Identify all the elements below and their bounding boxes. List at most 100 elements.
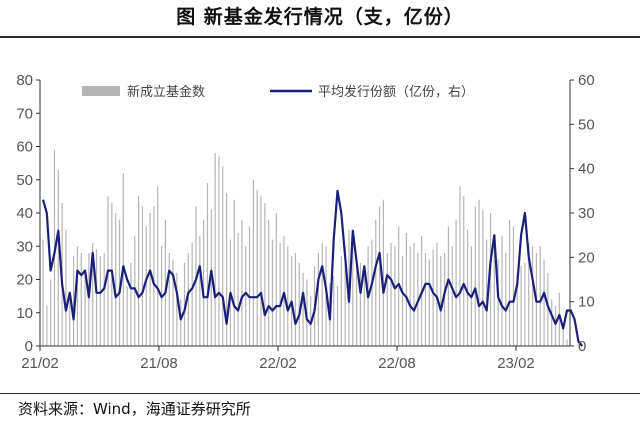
- x-tick-label: 21/02: [21, 355, 59, 372]
- bar: [176, 272, 178, 346]
- bar: [203, 219, 205, 346]
- bar: [72, 256, 75, 346]
- bar: [241, 219, 243, 346]
- bar: [447, 226, 450, 346]
- bar: [558, 292, 560, 346]
- bar: [126, 286, 128, 346]
- bar: [118, 219, 121, 346]
- bar: [451, 246, 453, 346]
- bar: [248, 226, 251, 346]
- left-y-tick-label: 20: [16, 272, 33, 289]
- bar: [149, 213, 151, 346]
- bar: [482, 209, 484, 346]
- bar: [256, 189, 258, 346]
- bar: [275, 213, 277, 346]
- bar: [359, 262, 362, 346]
- right-y-tick-label: 0: [578, 338, 586, 355]
- bar: [336, 286, 339, 346]
- left-y-tick-label: 60: [16, 139, 33, 156]
- bar: [478, 199, 480, 346]
- bar: [455, 219, 457, 346]
- bar: [463, 196, 465, 346]
- bar: [413, 242, 415, 346]
- bar: [509, 219, 511, 346]
- bar: [466, 229, 469, 346]
- bar: [363, 272, 365, 346]
- right-y-tick-label: 40: [578, 161, 595, 178]
- bar: [145, 226, 147, 346]
- bar: [493, 246, 495, 346]
- bar: [317, 252, 319, 346]
- bar: [356, 259, 358, 346]
- bar: [436, 242, 438, 346]
- left-y-tick-label: 80: [16, 72, 33, 89]
- x-tick-label: 22/08: [378, 355, 416, 372]
- right-y-tick-label: 10: [578, 294, 595, 311]
- bar: [489, 213, 492, 346]
- bar: [252, 179, 254, 346]
- bar: [65, 229, 67, 346]
- bar: [88, 252, 90, 346]
- bar: [92, 242, 94, 346]
- bar: [566, 339, 568, 346]
- bar: [138, 196, 140, 346]
- bar: [180, 299, 182, 346]
- bar: [57, 169, 59, 346]
- bar: [214, 153, 216, 346]
- bar: [225, 193, 228, 346]
- bar: [233, 199, 235, 346]
- bar: [371, 239, 373, 346]
- bar: [287, 246, 289, 346]
- bar: [130, 262, 132, 346]
- bar: [528, 242, 530, 346]
- bar: [401, 256, 404, 346]
- bar: [501, 236, 503, 346]
- bar: [390, 242, 392, 346]
- bar: [99, 256, 101, 346]
- bar: [283, 236, 285, 346]
- bar: [531, 246, 534, 346]
- bar: [168, 252, 170, 346]
- left-y-tick-label: 50: [16, 172, 33, 189]
- bar: [50, 279, 52, 346]
- bar: [547, 272, 549, 346]
- bar: [352, 239, 354, 346]
- bar: [543, 259, 545, 346]
- legend: 新成立基金数 平均发行份额（亿份，右）: [82, 84, 474, 100]
- bar: [187, 252, 189, 346]
- legend-swatch-bars: [82, 86, 120, 96]
- left-y-tick-label: 70: [16, 105, 33, 122]
- bar: [245, 246, 247, 346]
- bar: [378, 206, 381, 346]
- bar: [122, 173, 124, 346]
- chart-title: 图 新基金发行情况（支，亿份）: [176, 6, 464, 28]
- bar: [222, 166, 224, 346]
- line-series: [41, 189, 584, 347]
- bar: [298, 262, 300, 346]
- x-tick-label: 22/02: [259, 355, 297, 372]
- bar: [344, 246, 346, 346]
- bar: [394, 246, 396, 346]
- bar: [516, 272, 518, 346]
- bar: [333, 276, 335, 346]
- bar: [409, 246, 411, 346]
- bar: [505, 252, 507, 346]
- bar: [42, 239, 44, 346]
- left-y-tick-label: 10: [16, 305, 33, 322]
- avg-issuance-line: [41, 189, 584, 347]
- bar: [562, 326, 564, 346]
- bar: [428, 259, 430, 346]
- bar: [539, 246, 541, 346]
- x-tick-label: 23/02: [497, 355, 535, 372]
- bar: [46, 306, 48, 346]
- title-divider: [0, 36, 640, 38]
- bar: [520, 266, 522, 346]
- bar: [103, 252, 105, 346]
- bar: [474, 206, 476, 346]
- bar: [444, 252, 446, 346]
- bar: [524, 262, 526, 346]
- bar: [69, 296, 71, 346]
- x-tick-label: 21/08: [140, 355, 178, 372]
- bar: [459, 186, 461, 346]
- bar: [382, 199, 385, 346]
